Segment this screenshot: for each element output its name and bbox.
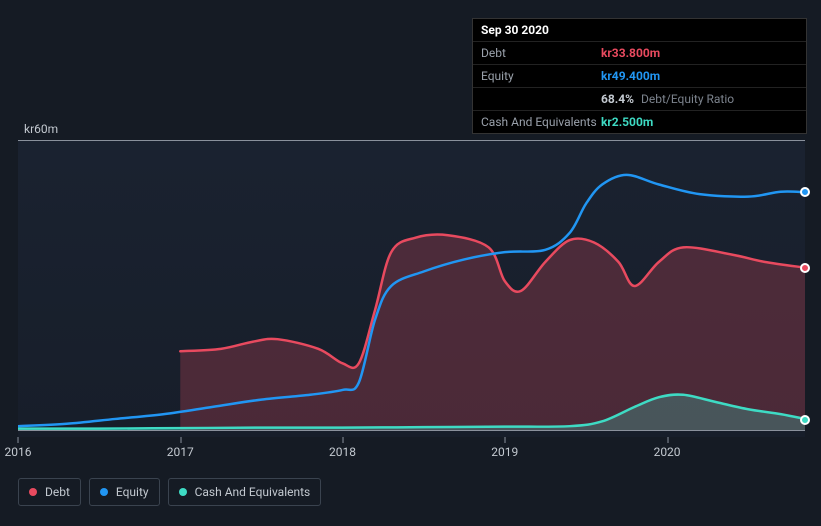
tooltip-date: Sep 30 2020 (473, 19, 806, 42)
x-axis: 20162017201820192020 (18, 445, 805, 465)
endpoint-debt (800, 263, 810, 273)
x-tick: 2017 (167, 445, 194, 459)
tooltip-row: Equitykr49.400m (473, 65, 806, 88)
legend-label: Debt (45, 485, 70, 499)
tooltip-row-value: 68.4% Debt/Equity Ratio (601, 92, 734, 106)
legend-label: Cash And Equivalents (195, 485, 311, 499)
tooltip-row-label: Cash And Equivalents (481, 115, 601, 129)
endpoint-cash (800, 415, 810, 425)
x-tick: 2016 (5, 445, 32, 459)
tooltip-row-label: Equity (481, 69, 601, 83)
tooltip-row: 68.4% Debt/Equity Ratio (473, 88, 806, 111)
legend-item-cash[interactable]: Cash And Equivalents (168, 478, 322, 506)
legend-dot-icon (179, 488, 187, 496)
x-tick: 2018 (329, 445, 356, 459)
tooltip-row-label: Debt (481, 46, 601, 60)
tooltip-row-value: kr2.500m (601, 115, 653, 129)
legend: Debt Equity Cash And Equivalents (18, 478, 321, 506)
plot-area (18, 140, 805, 437)
x-tick: 2019 (491, 445, 518, 459)
legend-label: Equity (116, 485, 149, 499)
tooltip-row: Debtkr33.800m (473, 42, 806, 65)
x-tick: 2020 (654, 445, 681, 459)
tooltip-row-sub: Debt/Equity Ratio (638, 92, 734, 106)
tooltip-row-value: kr49.400m (601, 69, 660, 83)
zero-line (18, 430, 805, 431)
y-tick-top: kr60m (24, 122, 58, 136)
legend-item-debt[interactable]: Debt (18, 478, 81, 506)
endpoint-equity (800, 187, 810, 197)
legend-item-equity[interactable]: Equity (89, 478, 160, 506)
chart-container: Sep 30 2020 Debtkr33.800mEquitykr49.400m… (0, 0, 821, 526)
legend-dot-icon (29, 488, 37, 496)
tooltip-row-label (481, 92, 601, 106)
tooltip-row-value: kr33.800m (601, 46, 660, 60)
tooltip-row: Cash And Equivalentskr2.500m (473, 111, 806, 133)
legend-dot-icon (100, 488, 108, 496)
chart-tooltip: Sep 30 2020 Debtkr33.800mEquitykr49.400m… (472, 18, 807, 134)
